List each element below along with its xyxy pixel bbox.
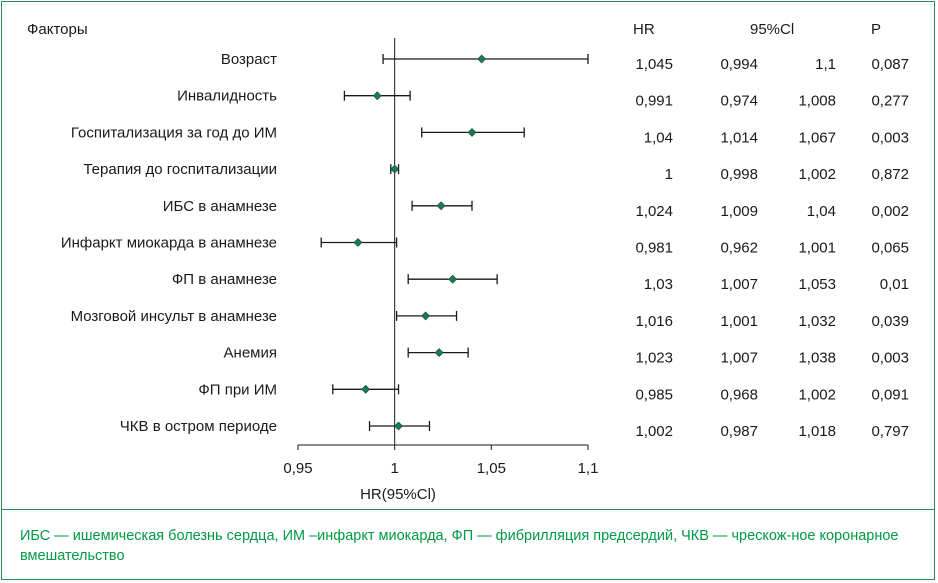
p-value: 0,065 — [871, 240, 909, 257]
ci-upper-value: 1,032 — [798, 313, 836, 330]
factor-label: Госпитализация за год до ИМ — [71, 124, 277, 141]
hr-value: 0,981 — [635, 240, 673, 257]
forest-row: Терапия до госпитализации 1 0,998 1,002 0,87… — [83, 161, 909, 183]
hr-value: 1,024 — [635, 203, 673, 220]
forest-row: ИБС в анамнезе 1,024 1,009 1,04 0,002 — [163, 198, 909, 220]
footnote-panel: ИБС — ишемическая болезнь сердца, ИМ –ин… — [1, 509, 935, 580]
hr-point — [421, 311, 431, 321]
ci-lower-value: 1,009 — [720, 203, 758, 220]
factor-label: Анемия — [224, 345, 277, 362]
forest-row: ЧКВ в остром периоде 1,002 0,987 1,018 0,797 — [120, 418, 909, 440]
hr-point — [361, 384, 371, 394]
hr-value: 0,991 — [635, 93, 673, 110]
hr-point — [394, 421, 403, 431]
forest-row: Госпитализация за год до ИМ 1,04 1,014 1,06… — [71, 124, 909, 146]
p-column-header: P — [871, 21, 881, 38]
ci-upper-value: 1,038 — [798, 350, 836, 367]
ci-upper-value: 1,1 — [815, 56, 836, 73]
ci-upper-value: 1,008 — [798, 93, 836, 110]
p-value: 0,003 — [871, 129, 909, 146]
factor-label: Инвалидность — [177, 88, 277, 105]
hr-point — [372, 91, 382, 101]
p-value: 0,087 — [871, 56, 909, 73]
ci-upper-value: 1,018 — [798, 423, 836, 440]
ci-upper-value: 1,001 — [798, 240, 836, 257]
ci-upper-value: 1,002 — [798, 166, 836, 183]
footnote-text: ИБС — ишемическая болезнь сердца, ИМ –ин… — [20, 528, 899, 564]
hr-point — [353, 238, 363, 247]
ci-upper-value: 1,067 — [798, 129, 836, 146]
p-value: 0,872 — [871, 166, 909, 183]
factor-label: Терапия до госпитализации — [83, 161, 277, 178]
hr-value: 1,023 — [635, 350, 673, 367]
ci-lower-value: 1,014 — [720, 129, 758, 146]
factor-label: Возраст — [221, 51, 277, 68]
ci-lower-value: 0,994 — [720, 56, 758, 73]
ci-lower-value: 0,962 — [720, 240, 758, 257]
hr-point — [434, 348, 444, 358]
p-value: 0,091 — [871, 386, 909, 403]
ci-lower-value: 1,007 — [720, 276, 758, 293]
p-value: 0,039 — [871, 313, 909, 330]
x-axis-label: HR(95%Cl) — [360, 486, 436, 503]
forest-row: Мозговой инсульт в анамнезе 1,016 1,001 1,0… — [71, 308, 909, 330]
ci-lower-value: 1,007 — [720, 350, 758, 367]
ci-lower-value: 1,001 — [720, 313, 758, 330]
hr-value: 0,985 — [635, 386, 673, 403]
x-tick-label: 1,05 — [477, 460, 506, 477]
forest-row: ФП в анамнезе 1,03 1,007 1,053 0,01 — [172, 271, 909, 293]
p-value: 0,277 — [871, 93, 909, 110]
hr-value: 1,016 — [635, 313, 673, 330]
forest-row: ФП при ИМ 0,985 0,968 1,002 0,091 — [198, 381, 909, 403]
ci-lower-value: 0,968 — [720, 386, 758, 403]
hr-value: 1,03 — [644, 276, 673, 293]
hr-point — [448, 274, 458, 284]
factors-header: Факторы — [27, 21, 88, 38]
p-value: 0,01 — [880, 276, 909, 293]
ci-column-header: 95%Cl — [750, 21, 794, 38]
x-tick-label: 1,1 — [578, 460, 599, 477]
ci-lower-value: 0,974 — [720, 93, 758, 110]
factor-label: Мозговой инсульт в анамнезе — [71, 308, 277, 325]
forest-row: Анемия 1,023 1,007 1,038 0,003 — [224, 345, 909, 367]
hr-value: 1,04 — [644, 129, 673, 146]
factor-label: Инфаркт миокарда в анамнезе — [61, 235, 277, 252]
forest-row: Возраст 1,045 0,994 1,1 0,087 — [221, 51, 909, 73]
ci-upper-value: 1,002 — [798, 386, 836, 403]
hr-point — [477, 54, 487, 64]
hr-value: 1 — [665, 166, 673, 183]
ci-upper-value: 1,04 — [807, 203, 836, 220]
p-value: 0,002 — [871, 203, 909, 220]
ci-lower-value: 0,998 — [720, 166, 758, 183]
hr-value: 1,045 — [635, 56, 673, 73]
ci-lower-value: 0,987 — [720, 423, 758, 440]
forest-row: Инвалидность 0,991 0,974 1,008 0,277 — [177, 88, 909, 110]
p-value: 0,797 — [871, 423, 909, 440]
factor-label: ИБС в анамнезе — [163, 198, 277, 215]
hr-point — [390, 164, 400, 174]
p-value: 0,003 — [871, 350, 909, 367]
hr-column-header: HR — [633, 21, 655, 38]
factor-label: ФП при ИМ — [198, 381, 277, 398]
hr-point — [436, 201, 446, 211]
x-tick-label: 1 — [390, 460, 398, 477]
factor-label: ФП в анамнезе — [172, 271, 277, 288]
x-tick-label: 0,95 — [283, 460, 312, 477]
factor-label: ЧКВ в остром периоде — [120, 418, 277, 435]
forest-row: Инфаркт миокарда в анамнезе 0,981 0,962 1,0… — [61, 235, 909, 257]
ci-upper-value: 1,053 — [798, 276, 836, 293]
forest-plot: Факторы HR 95%Cl P 0,95 1 1,05 1,1 Возраст 1… — [27, 21, 909, 503]
hr-point — [467, 127, 477, 137]
hr-value: 1,002 — [635, 423, 673, 440]
